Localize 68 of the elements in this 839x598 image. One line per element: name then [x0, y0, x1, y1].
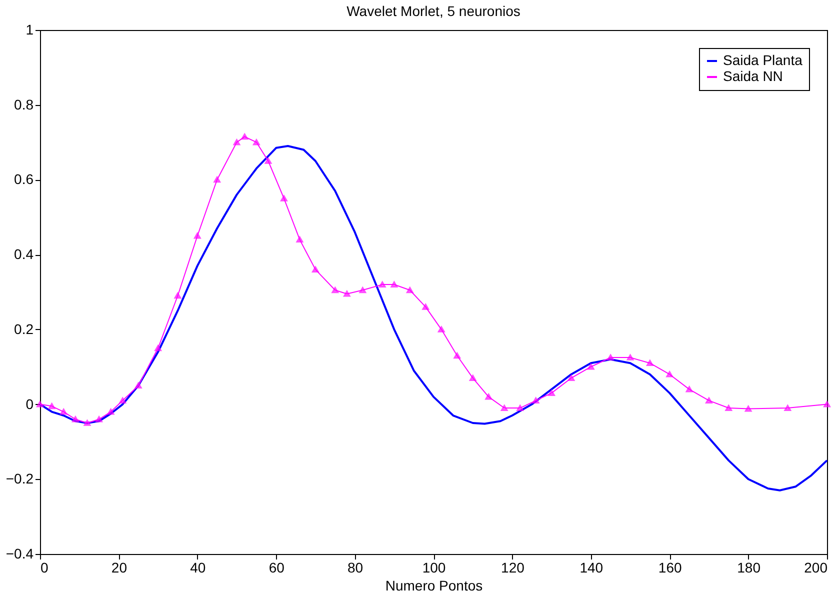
point [108, 408, 114, 415]
point [438, 326, 445, 332]
x-tick-label: 60 [268, 560, 285, 576]
point [532, 398, 540, 404]
point [501, 405, 508, 411]
point [607, 354, 614, 360]
point [96, 416, 102, 422]
x-tick-label: 40 [190, 560, 206, 576]
point [332, 287, 338, 294]
point [516, 405, 524, 411]
point [174, 292, 181, 299]
x-tick-label: 20 [111, 560, 128, 576]
x-tick-label: 140 [580, 560, 604, 576]
point [706, 398, 712, 404]
x-axis-title: Numero Pontos [385, 578, 483, 594]
point [72, 416, 79, 422]
point [344, 290, 350, 297]
point [241, 134, 248, 140]
chart-title: Wavelet Morlet, 5 neuronios [346, 3, 520, 19]
point [48, 403, 56, 410]
y-tick-label: 1 [26, 22, 34, 38]
point [784, 405, 791, 411]
point [588, 364, 594, 370]
point [406, 287, 414, 294]
point [686, 386, 693, 392]
point [470, 375, 476, 382]
point [568, 375, 574, 382]
point [296, 236, 303, 243]
legend-label: Saida NN [723, 68, 783, 84]
point [454, 352, 460, 359]
point [253, 139, 260, 146]
point [422, 304, 429, 310]
point [312, 266, 319, 272]
y-tick-label: 0.2 [14, 320, 34, 337]
point [119, 398, 126, 404]
point [548, 390, 555, 396]
point [36, 401, 44, 408]
y-tick-label: 0.6 [14, 171, 34, 188]
x-tick-label: 0 [40, 560, 48, 576]
legend-label: Saida Planta [723, 52, 803, 68]
point [666, 371, 673, 378]
point [194, 232, 201, 239]
y-tick-label: 0 [26, 396, 34, 412]
point [264, 158, 272, 164]
point [379, 282, 386, 288]
y-tick-label: −0.4 [6, 546, 34, 562]
point [485, 394, 492, 400]
point [359, 287, 366, 294]
x-tick-label: 200 [804, 560, 828, 576]
x-tick-label: 180 [737, 560, 761, 576]
point [84, 420, 90, 426]
point [280, 195, 288, 202]
point [60, 408, 67, 415]
x-tick-label: 120 [501, 560, 525, 576]
x-tick-label: 80 [348, 560, 364, 576]
x-tick-label: 160 [658, 560, 682, 576]
y-tick-label: 0.4 [14, 246, 34, 262]
x-tick-label: 100 [422, 560, 446, 576]
point [135, 382, 142, 389]
y-tick-label: 0.8 [14, 96, 34, 112]
y-tick-label: −0.2 [6, 470, 34, 487]
point [154, 345, 162, 352]
point [214, 176, 220, 183]
point [824, 401, 830, 408]
point [725, 405, 732, 411]
point [745, 406, 752, 412]
point [646, 360, 654, 366]
point [390, 282, 398, 288]
